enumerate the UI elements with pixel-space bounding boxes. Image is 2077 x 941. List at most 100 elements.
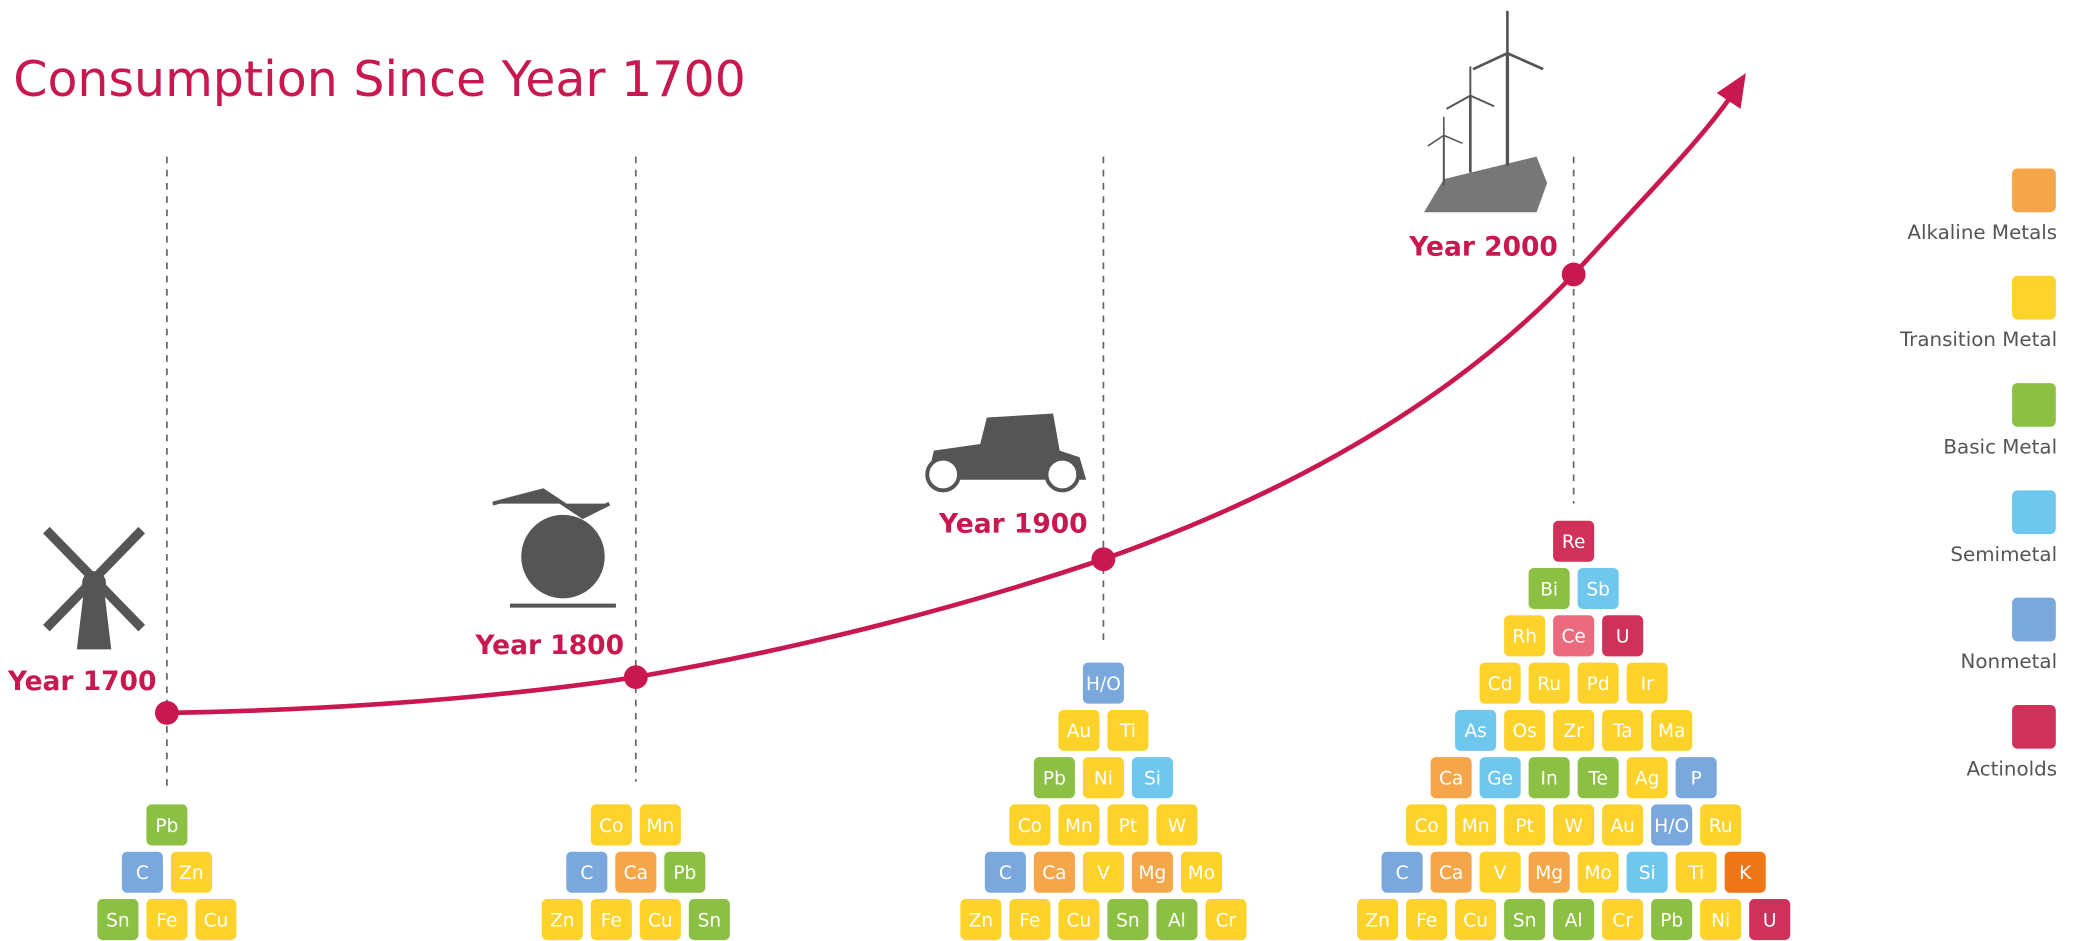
element-symbol: Pt (1119, 816, 1137, 837)
element-tile (1058, 899, 1100, 941)
element-tile (1455, 899, 1497, 941)
element-symbol: Ca (1439, 863, 1463, 884)
element-symbol: Ru (1537, 674, 1561, 695)
element-tile (590, 899, 632, 941)
element-tile (1626, 851, 1668, 893)
element-tile (960, 899, 1002, 941)
element-tile (1205, 899, 1247, 941)
element-tile (1033, 757, 1075, 799)
element-symbol: Cu (648, 910, 673, 931)
element-symbol: Ag (1635, 769, 1659, 790)
element-symbol: Pd (1587, 674, 1610, 695)
element-tile (1430, 851, 1472, 893)
legend-label: Transition Metal (1899, 328, 2057, 351)
element-symbol: C (136, 863, 149, 884)
element-symbol: Cr (1612, 910, 1633, 931)
element-tile (688, 899, 730, 941)
element-symbol: W (1168, 816, 1186, 837)
element-symbol: C (999, 863, 1012, 884)
element-tile (1009, 804, 1051, 846)
legend-swatch (2012, 383, 2056, 427)
element-symbol: V (1097, 863, 1110, 884)
year-label: Year 2000 (1408, 231, 1558, 262)
element-symbol: Mo (1188, 863, 1215, 884)
legend-swatch (2012, 490, 2056, 535)
element-symbol: Al (1168, 910, 1186, 931)
element-symbol: Ca (624, 863, 648, 884)
element-symbol: K (1739, 863, 1752, 884)
element-tile (1602, 709, 1644, 751)
element-symbol: Fe (601, 910, 622, 931)
element-symbol: Au (1067, 721, 1091, 742)
legend-swatch (2012, 704, 2056, 749)
element-tile (1107, 804, 1149, 846)
element-symbol: Ru (1709, 816, 1733, 837)
element-symbol: Co (1018, 816, 1042, 837)
element-symbol: V (1494, 863, 1507, 884)
element-symbol: Au (1610, 816, 1634, 837)
year-label: Year 1800 (474, 630, 624, 661)
element-tile (1455, 709, 1497, 751)
car-icon (925, 413, 1087, 493)
element-tile (1504, 615, 1546, 657)
element-tile (1700, 899, 1742, 941)
element-symbol: Fe (1019, 910, 1040, 931)
element-symbol: Si (1639, 863, 1656, 884)
element-tile (1651, 899, 1693, 941)
element-symbol: Co (1414, 816, 1438, 837)
milestone-dots (154, 262, 1586, 725)
element-tile (1675, 757, 1717, 799)
element-tile (1528, 757, 1570, 799)
element-symbol: Pb (1043, 769, 1066, 790)
year-label: Year 1900 (938, 508, 1088, 539)
element-symbol: Mo (1584, 863, 1611, 884)
element-tile (195, 899, 237, 941)
element-tile (1058, 709, 1100, 751)
element-symbol: H/O (1654, 816, 1689, 837)
element-tile (1156, 804, 1198, 846)
element-tile (146, 804, 188, 846)
element-symbol: C (1396, 863, 1409, 884)
element-symbol: Re (1562, 532, 1585, 553)
element-symbol: Zn (179, 863, 203, 884)
element-symbol: Sn (1513, 910, 1537, 931)
legend-label: Semimetal (1950, 543, 2057, 566)
element-symbol: Sn (106, 910, 130, 931)
element-tile (1553, 709, 1595, 751)
element-tile (1131, 757, 1173, 799)
element-tile (1156, 899, 1198, 941)
element-symbol: Pt (1515, 816, 1533, 837)
element-symbol: P (1691, 769, 1702, 790)
element-symbol: Bi (1540, 579, 1558, 600)
element-symbol: Sn (698, 910, 722, 931)
energy-icon (1423, 10, 1548, 213)
element-tile (1406, 899, 1448, 941)
year-label: Year 1700 (7, 666, 157, 697)
element-symbol: Rh (1512, 627, 1537, 648)
element-tile (97, 899, 139, 941)
element-tile (1504, 804, 1546, 846)
element-tile (1577, 567, 1619, 610)
growth-curve (166, 98, 1731, 716)
element-tile (1577, 662, 1619, 704)
element-tile (541, 899, 583, 941)
element-tile (1107, 709, 1149, 751)
element-symbol: Mn (1462, 816, 1490, 837)
element-symbol: Cu (204, 910, 229, 931)
element-tile (1602, 615, 1644, 657)
element-tile (170, 851, 212, 893)
element-symbol: Zn (969, 910, 993, 931)
element-symbol: Ni (1711, 910, 1730, 931)
element-symbol: U (1616, 627, 1630, 648)
element-tile (1009, 899, 1051, 941)
legend-label: Basic Metal (1943, 435, 2057, 458)
element-symbol: Zn (1365, 910, 1389, 931)
element-tile (615, 851, 657, 893)
element-tile (1528, 662, 1570, 704)
element-symbol: Sn (1116, 910, 1140, 931)
legend-label: Actinolds (1966, 757, 2057, 780)
element-tile (1180, 851, 1222, 893)
element-symbol: Fe (1416, 910, 1437, 931)
element-tile (1528, 851, 1570, 893)
